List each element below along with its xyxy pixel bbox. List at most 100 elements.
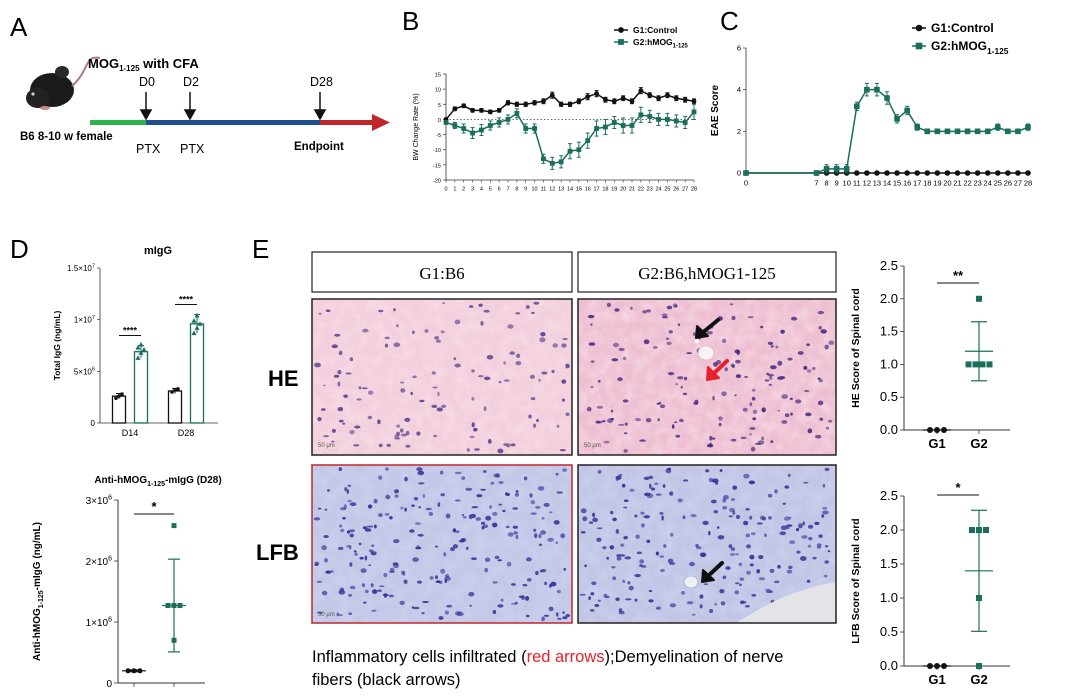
x-tick-label: 23 — [973, 179, 981, 188]
data-point — [194, 312, 200, 318]
data-point — [532, 100, 537, 106]
timeline-blue — [146, 120, 320, 125]
y-tick-label: 1×107 — [74, 315, 95, 325]
x-tick-label: 16 — [903, 179, 911, 188]
data-point — [514, 110, 520, 116]
data-point — [620, 95, 626, 101]
data-point — [673, 118, 679, 124]
y-axis-label: LFB Score of Spinal cord — [850, 518, 862, 643]
col-header-g1-box — [311, 251, 573, 293]
data-point — [191, 330, 197, 336]
scale-bar-he-g1: 50 μm — [318, 443, 335, 449]
caption-line-1: Inflammatory cells infiltrated (red arro… — [312, 648, 783, 666]
red-arrow-he — [706, 359, 729, 381]
data-point — [496, 120, 502, 125]
data-point — [576, 98, 582, 104]
x-tick-label: 14 — [883, 179, 891, 188]
data-point — [461, 103, 467, 109]
data-point — [194, 325, 200, 330]
data-point — [197, 321, 203, 326]
legend-marker — [618, 39, 624, 45]
he-image-g1: 50 μm — [311, 298, 573, 456]
panel-letter-a: A — [10, 12, 28, 42]
data-point — [541, 156, 546, 162]
data-point — [864, 86, 870, 93]
data-point — [656, 117, 661, 122]
data-point — [549, 160, 555, 166]
caption-line-2: fibers (black arrows) — [312, 671, 461, 689]
x-tick-label: 23 — [647, 187, 653, 193]
data-point — [603, 97, 608, 103]
x-tick-label: 16 — [585, 187, 591, 193]
x-tick-label: 12 — [549, 187, 555, 193]
data-point — [479, 127, 484, 133]
scale-bar-lfb-g1: 50 μm — [318, 612, 335, 618]
data-point — [904, 170, 910, 176]
y-tick-label: -15 — [433, 163, 441, 169]
y-tick-label: 5×106 — [74, 367, 95, 377]
data-point — [691, 109, 697, 115]
x-tick-label: 10 — [843, 179, 851, 188]
x-tick-label: 8 — [824, 179, 828, 188]
y-axis-label: BW Change Rate (%) — [413, 93, 420, 160]
x-tick-label: 10 — [532, 187, 538, 193]
x-tick-label: D28 — [178, 428, 195, 438]
significance-label: **** — [179, 295, 194, 305]
legend-marker — [618, 27, 624, 33]
timeline-red — [320, 120, 372, 125]
x-tick-label: 25 — [994, 179, 1002, 188]
y-tick-label: 2×106 — [86, 556, 113, 569]
data-point — [603, 124, 608, 130]
data-point — [141, 347, 147, 352]
x-tick-label: 14 — [567, 187, 573, 193]
he-image-g2: 50 μm — [577, 298, 837, 456]
x-tick-label: 13 — [873, 179, 881, 188]
data-point — [934, 663, 940, 669]
data-point — [647, 92, 653, 98]
data-point — [594, 126, 599, 131]
y-tick-label: 5 — [438, 103, 441, 109]
data-point — [924, 128, 931, 135]
data-point — [470, 107, 475, 113]
data-point — [452, 123, 458, 128]
y-tick-label: 3×106 — [86, 495, 113, 508]
x-tick-label: 15 — [576, 187, 582, 193]
data-point — [665, 117, 670, 122]
y-tick-label: 4 — [737, 85, 741, 94]
data-point — [117, 394, 121, 398]
data-point — [743, 170, 749, 176]
x-tick-label: 15 — [893, 179, 901, 188]
x-tick-label: 9 — [524, 187, 527, 193]
x-tick-label: 9 — [835, 179, 839, 188]
significance-label: * — [151, 499, 157, 514]
data-point — [629, 98, 635, 104]
data-point — [864, 170, 870, 176]
x-tick-label: 26 — [673, 187, 679, 193]
data-point — [813, 170, 820, 176]
legend-marker — [915, 24, 923, 32]
y-tick-label: 0 — [737, 169, 741, 178]
data-point — [171, 603, 177, 609]
x-tick-label: 17 — [913, 179, 921, 188]
y-tick-label: 1.0 — [880, 356, 898, 371]
data-point — [120, 392, 124, 396]
data-point — [927, 663, 933, 669]
legend-entry: G2:hMOG1-125 — [633, 37, 689, 50]
data-point — [914, 124, 921, 130]
x-tick-label: 20 — [943, 179, 951, 188]
data-point — [177, 603, 183, 609]
data-point — [171, 637, 177, 643]
data-point — [656, 95, 661, 101]
data-point — [976, 527, 982, 533]
y-tick-label: 1×106 — [86, 617, 113, 630]
chart-title: Anti-hMOG1-125-mIgG (D28) — [94, 475, 221, 488]
data-point — [874, 170, 880, 176]
chart-total-igg: mIgG 0 5×106 1×107 1.5×107 Total IgG (ng/mL) D… — [52, 245, 218, 438]
col-header-g2-box — [577, 251, 837, 293]
data-point — [470, 130, 475, 136]
x-tick-label: 4 — [480, 187, 483, 193]
x-tick-label: G2 — [970, 672, 987, 687]
data-point — [874, 86, 880, 93]
